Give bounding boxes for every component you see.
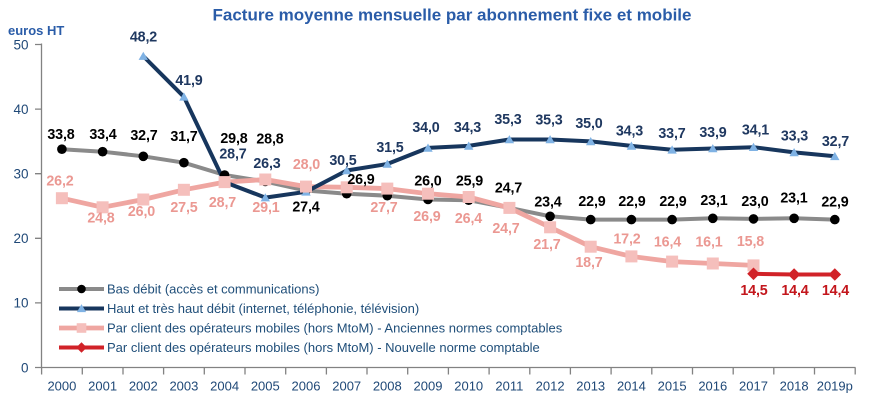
svg-text:2019p: 2019p xyxy=(817,379,853,394)
svg-text:31,5: 31,5 xyxy=(376,140,403,156)
svg-text:27,5: 27,5 xyxy=(170,200,197,216)
svg-text:29,1: 29,1 xyxy=(252,200,279,216)
svg-text:23,1: 23,1 xyxy=(700,193,727,209)
svg-text:24,7: 24,7 xyxy=(495,181,522,197)
svg-text:34,0: 34,0 xyxy=(412,120,439,136)
svg-text:Bas débit (accès et communicat: Bas débit (accès et communications) xyxy=(107,281,319,296)
svg-text:23,1: 23,1 xyxy=(780,191,807,207)
svg-text:2006: 2006 xyxy=(292,379,321,394)
svg-text:26,3: 26,3 xyxy=(253,156,280,172)
svg-text:20: 20 xyxy=(13,231,28,246)
svg-text:40: 40 xyxy=(13,102,28,117)
svg-text:34,3: 34,3 xyxy=(454,120,481,136)
svg-text:33,9: 33,9 xyxy=(699,125,726,141)
svg-text:26,0: 26,0 xyxy=(414,174,441,190)
svg-text:2002: 2002 xyxy=(129,379,158,394)
svg-text:2018: 2018 xyxy=(780,379,809,394)
svg-text:27,7: 27,7 xyxy=(370,200,397,216)
svg-text:22,9: 22,9 xyxy=(578,194,605,210)
svg-text:50: 50 xyxy=(13,37,28,52)
svg-text:14,5: 14,5 xyxy=(740,283,767,299)
svg-text:34,3: 34,3 xyxy=(616,124,643,140)
svg-text:33,4: 33,4 xyxy=(89,127,116,143)
svg-text:22,9: 22,9 xyxy=(659,194,686,210)
svg-text:2013: 2013 xyxy=(576,379,605,394)
svg-text:32,7: 32,7 xyxy=(822,134,849,150)
svg-text:10: 10 xyxy=(13,296,28,311)
svg-text:2004: 2004 xyxy=(210,379,239,394)
svg-text:33,7: 33,7 xyxy=(658,126,685,142)
svg-text:Facture moyenne mensuelle par: Facture moyenne mensuelle par abonnement… xyxy=(213,6,692,25)
svg-text:2005: 2005 xyxy=(251,379,280,394)
svg-text:26,9: 26,9 xyxy=(347,172,374,188)
svg-text:15,8: 15,8 xyxy=(737,234,764,250)
svg-text:2009: 2009 xyxy=(414,379,443,394)
svg-text:17,2: 17,2 xyxy=(613,232,640,248)
svg-text:2012: 2012 xyxy=(536,379,565,394)
svg-text:30,5: 30,5 xyxy=(329,153,356,169)
svg-text:28,8: 28,8 xyxy=(256,132,283,148)
svg-text:Haut et très haut débit (inter: Haut et très haut débit (internet, télép… xyxy=(107,301,419,316)
svg-text:2017: 2017 xyxy=(739,379,768,394)
svg-text:2000: 2000 xyxy=(47,379,76,394)
svg-text:28,7: 28,7 xyxy=(219,147,246,163)
svg-text:euros HT: euros HT xyxy=(8,23,64,38)
svg-text:18,7: 18,7 xyxy=(575,255,602,271)
svg-text:26,0: 26,0 xyxy=(128,204,155,220)
svg-text:22,9: 22,9 xyxy=(821,195,848,211)
svg-text:Par client des opérateurs mobi: Par client des opérateurs mobiles (hors … xyxy=(107,320,563,335)
svg-text:25,9: 25,9 xyxy=(456,174,483,190)
svg-text:35,0: 35,0 xyxy=(575,116,602,132)
svg-text:24,8: 24,8 xyxy=(87,211,114,227)
svg-text:26,9: 26,9 xyxy=(413,209,440,225)
svg-text:35,3: 35,3 xyxy=(494,112,521,128)
svg-text:34,1: 34,1 xyxy=(742,123,769,139)
svg-text:2003: 2003 xyxy=(169,379,198,394)
svg-text:24,7: 24,7 xyxy=(492,221,519,237)
svg-text:27,4: 27,4 xyxy=(292,200,319,216)
svg-text:2001: 2001 xyxy=(88,379,117,394)
svg-text:35,3: 35,3 xyxy=(535,113,562,129)
svg-text:26,4: 26,4 xyxy=(455,211,482,227)
svg-text:32,7: 32,7 xyxy=(130,128,157,144)
svg-text:26,2: 26,2 xyxy=(46,174,73,190)
svg-text:31,7: 31,7 xyxy=(170,129,197,145)
svg-text:14,4: 14,4 xyxy=(781,283,808,299)
svg-text:28,0: 28,0 xyxy=(293,157,320,173)
svg-text:2010: 2010 xyxy=(454,379,483,394)
svg-text:23,4: 23,4 xyxy=(534,195,561,211)
svg-text:0: 0 xyxy=(21,360,29,375)
svg-text:23,0: 23,0 xyxy=(741,194,768,210)
svg-text:16,1: 16,1 xyxy=(695,235,722,251)
svg-text:16,4: 16,4 xyxy=(654,235,681,251)
svg-text:28,7: 28,7 xyxy=(209,195,236,211)
svg-text:30: 30 xyxy=(13,167,28,182)
svg-text:29,8: 29,8 xyxy=(220,131,247,147)
svg-text:2016: 2016 xyxy=(698,379,727,394)
svg-text:2015: 2015 xyxy=(658,379,687,394)
svg-text:48,2: 48,2 xyxy=(130,30,157,46)
svg-text:2011: 2011 xyxy=(495,379,523,394)
svg-text:21,7: 21,7 xyxy=(533,237,560,253)
svg-text:41,9: 41,9 xyxy=(175,73,202,89)
svg-text:14,4: 14,4 xyxy=(822,283,849,299)
svg-text:2007: 2007 xyxy=(332,379,361,394)
svg-text:33,3: 33,3 xyxy=(781,129,808,145)
svg-text:33,8: 33,8 xyxy=(47,127,74,143)
svg-text:Par client des opérateurs mobi: Par client des opérateurs mobiles (hors … xyxy=(107,340,540,355)
svg-text:2008: 2008 xyxy=(373,379,402,394)
svg-text:22,9: 22,9 xyxy=(618,194,645,210)
svg-text:2014: 2014 xyxy=(617,379,646,394)
